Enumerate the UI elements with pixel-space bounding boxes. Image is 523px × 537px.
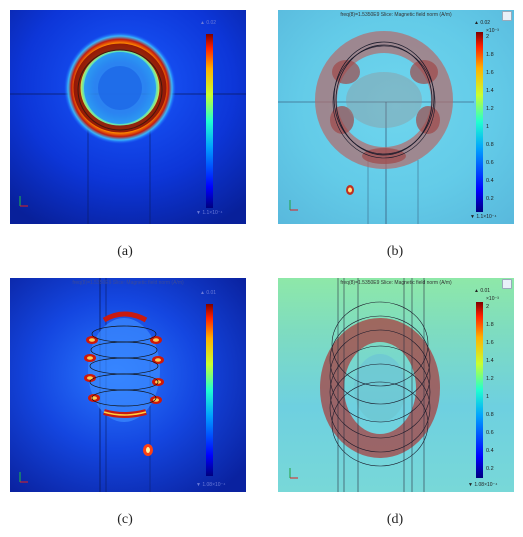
colorbar-tick: 1.4 [486,358,494,364]
colorbar-tick: 1.4 [486,88,494,94]
colorbar-tick: 0.8 [486,142,494,148]
panel-b-field-plot [278,10,514,224]
colorbar-tick: 1 [486,394,490,400]
colorbar-tick: 1.8 [486,322,494,328]
panel-c-field-plot [10,278,246,492]
colorbar-min-label: ▼ 1.08×10⁻⁴ [468,482,498,488]
panel-c-header: freq(8)=1.5350E9 Slice: Magnetic field n… [72,280,184,286]
panel-b-header: freq(8)=1.5350E9 Slice: Magnetic field n… [340,12,452,18]
colorbar-min-label: ▼ 1.1×10⁻⁴ [470,214,497,220]
panel-a: ▲ 0.02 ▼ 1.1×10⁻⁴ [10,10,246,224]
colorbar-unit-label: ×10⁻³ [486,296,499,302]
colorbar-tick: 0.8 [486,412,494,418]
colorbar-tick: 1.6 [486,340,494,346]
caption-a: (a) [117,244,133,259]
colorbar-max-label: ▲ 0.02 [474,20,491,26]
caption-b: (b) [386,244,404,259]
panel-b: freq(8)=1.5350E9 Slice: Magnetic field n… [278,10,514,224]
caption-d: (d) [386,512,404,527]
panel-b-corner-button[interactable] [502,11,512,21]
colorbar-tick: 2 [486,34,490,40]
colorbar-tick: 1.6 [486,70,494,76]
colorbar-tick: 1.8 [486,52,494,58]
colorbar-max-label: ▲ 0.02 [200,20,217,26]
panel-d-field-plot [278,278,514,492]
colorbar-min-label: ▼ 1.08×10⁻⁴ [196,482,226,488]
colorbar-tick: 0.6 [486,430,494,436]
colorbar-max-label: ▲ 0.01 [474,288,491,294]
colorbar-min-label: ▼ 1.1×10⁻⁴ [196,210,223,216]
colorbar-tick: 1.2 [486,376,494,382]
panel-d-corner-button[interactable] [502,279,512,289]
colorbar-tick: 0.2 [486,466,494,472]
colorbar-max-label: ▲ 0.01 [200,290,217,296]
caption-c: (c) [117,512,133,527]
colorbar-tick: 0.2 [486,196,494,202]
colorbar-tick: 0.4 [486,448,494,454]
panel-d-header: freq(8)=1.5350E9 Slice: Magnetic field n… [340,280,452,286]
colorbar-tick: 1.2 [486,106,494,112]
colorbar-tick: 0.6 [486,160,494,166]
colorbar-tick: 2 [486,304,490,310]
colorbar-unit-label: ×10⁻³ [486,28,499,34]
colorbar-tick: 0.4 [486,178,494,184]
panel-d: freq(8)=1.5350E9 Slice: Magnetic field n… [278,278,514,492]
panel-c: freq(8)=1.5350E9 Slice: Magnetic field n… [10,278,246,492]
colorbar-tick: 1 [486,124,490,130]
panel-a-field-plot [10,10,246,224]
